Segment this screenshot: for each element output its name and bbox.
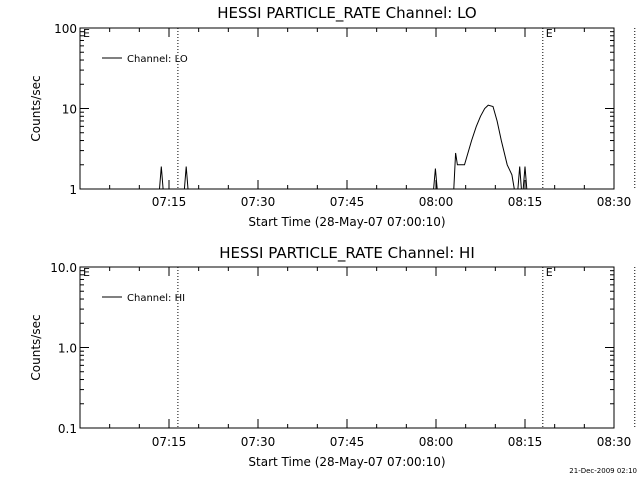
x-tick-label: 08:15: [508, 195, 543, 209]
legend-label: Channel: LO: [127, 54, 188, 65]
series-line: [517, 166, 522, 190]
y-tick-label: 0.1: [58, 422, 77, 436]
y-axis-label: Counts/sec: [29, 314, 43, 380]
plot-frame: [79, 266, 615, 429]
y-tick-label: 10: [62, 103, 77, 117]
x-tick-label: 08:00: [419, 195, 454, 209]
x-tick-label: 07:45: [330, 195, 365, 209]
x-tick-label: 07:15: [152, 195, 187, 209]
x-tick-label: 08:15: [508, 435, 543, 449]
x-tick-label: 07:30: [241, 195, 276, 209]
y-tick-label: 10.0: [50, 261, 77, 275]
event-flag-label: E: [83, 27, 90, 40]
y-tick-label: 100: [54, 22, 77, 36]
series-line: [522, 166, 528, 190]
chart-panel-1: HESSI PARTICLE_RATE Channel: HI 0.1 1.0 10.…: [29, 244, 636, 469]
x-tick-label: 08:30: [597, 195, 632, 209]
chart-panel-0: HESSI PARTICLE_RATE Channel: LO 1 10 100 07:…: [29, 4, 636, 229]
event-flag-label: E: [546, 27, 553, 40]
chart-title: HESSI PARTICLE_RATE Channel: LO: [217, 4, 476, 23]
y-tick-label: 1.0: [58, 342, 77, 356]
x-tick-label: 07:15: [152, 435, 187, 449]
y-tick-label: 1: [69, 183, 77, 197]
footer-timestamp: 21-Dec-2009 02:10: [569, 467, 637, 475]
x-tick-label: 07:30: [241, 435, 276, 449]
series-line: [433, 168, 438, 190]
legend-label: Channel: HI: [127, 293, 185, 304]
x-axis-label: Start Time (28-May-07 07:00:10): [248, 215, 445, 229]
x-tick-label: 08:00: [419, 435, 454, 449]
plot-frame: [79, 27, 615, 190]
series-line: [183, 166, 189, 190]
y-axis-label: Counts/sec: [29, 75, 43, 141]
event-flag-label: E: [83, 266, 90, 279]
x-tick-label: 07:45: [330, 435, 365, 449]
x-axis-label: Start Time (28-May-07 07:00:10): [248, 455, 445, 469]
x-tick-label: 08:30: [597, 435, 632, 449]
chart-title: HESSI PARTICLE_RATE Channel: HI: [219, 244, 475, 263]
series-line: [159, 166, 164, 190]
series-line: [453, 104, 515, 190]
event-flag-label: E: [546, 266, 553, 279]
